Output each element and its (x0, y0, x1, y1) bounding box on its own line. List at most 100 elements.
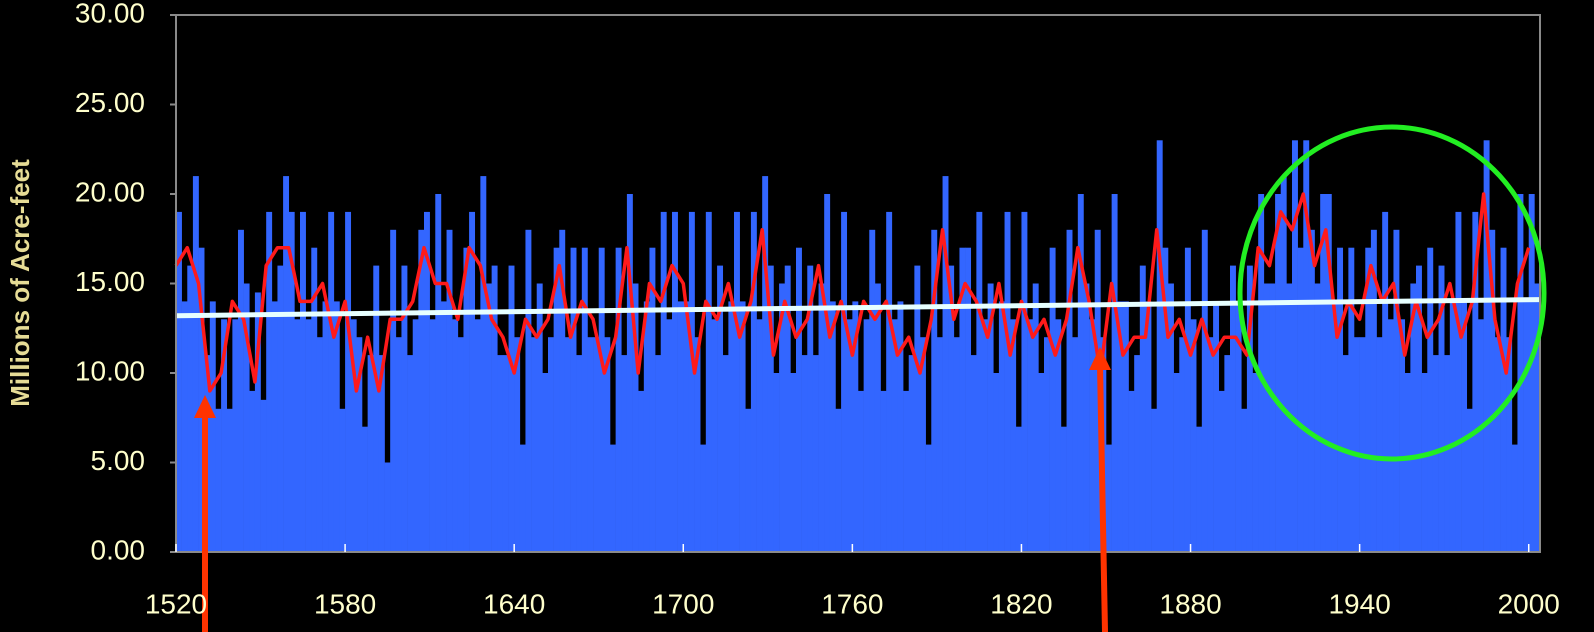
bar (745, 408, 752, 552)
bar (407, 355, 414, 552)
bar (181, 301, 188, 552)
bar (610, 444, 616, 552)
bar (1483, 140, 1490, 553)
bar (1066, 229, 1073, 553)
bar (722, 355, 729, 552)
bar (1382, 211, 1389, 552)
bar (1370, 229, 1377, 553)
bar (621, 355, 628, 552)
bar (587, 337, 594, 552)
bar (886, 211, 893, 552)
bar (1134, 355, 1141, 552)
bar (1489, 229, 1496, 553)
bar (559, 229, 566, 553)
bar (254, 292, 261, 552)
bar (1331, 301, 1338, 552)
x-tick-label: 1580 (314, 588, 376, 619)
bar (672, 211, 678, 552)
bar (176, 211, 182, 552)
y-tick-label: 30.00 (75, 0, 145, 28)
bar (373, 265, 380, 552)
bar (497, 355, 504, 552)
bar (1055, 319, 1062, 552)
bar (480, 176, 487, 552)
bar (812, 355, 819, 552)
highlight-circle (1237, 124, 1547, 462)
bar (209, 301, 216, 552)
bar (378, 355, 385, 552)
bar (936, 337, 943, 552)
bar (226, 408, 233, 552)
bar (796, 247, 802, 552)
bar (1213, 301, 1220, 552)
bar (660, 211, 667, 552)
bar (948, 265, 955, 552)
bar (356, 337, 363, 552)
bar (249, 390, 256, 552)
bar (418, 229, 425, 553)
bar (1365, 247, 1372, 552)
y-tick-label: 0.00 (91, 534, 146, 565)
bar (395, 337, 402, 552)
bar (548, 337, 554, 552)
bar (1421, 373, 1428, 552)
bar (959, 247, 966, 552)
bar (965, 247, 972, 552)
y-tick-label: 25.00 (75, 87, 145, 118)
bar (1111, 194, 1118, 552)
bar (1196, 426, 1203, 552)
bar (1466, 408, 1473, 552)
bar (424, 211, 430, 552)
bar (221, 319, 228, 552)
bar (863, 319, 870, 552)
bar (953, 337, 960, 552)
bar (1122, 301, 1129, 552)
bar (514, 337, 521, 552)
bar (1280, 176, 1287, 552)
bar (993, 373, 1000, 552)
bar (734, 211, 740, 552)
bar (739, 301, 746, 552)
bar (643, 301, 650, 552)
bar (1472, 211, 1479, 552)
bar (1010, 319, 1017, 552)
x-tick-label: 1760 (821, 588, 883, 619)
bar (486, 283, 492, 552)
bar (1438, 265, 1445, 552)
bar (750, 211, 757, 552)
bar (1168, 283, 1174, 552)
bar (818, 283, 825, 552)
bar (322, 301, 329, 552)
bar (773, 373, 780, 552)
bar (1015, 426, 1022, 552)
bar (446, 229, 453, 553)
bar (914, 265, 921, 552)
bar (1184, 247, 1191, 552)
bar (390, 229, 397, 553)
bar (277, 265, 284, 552)
bar (1416, 265, 1422, 552)
bar (1393, 229, 1400, 553)
bar (1404, 373, 1411, 552)
bar (215, 408, 222, 552)
bar (384, 462, 391, 552)
bar (700, 444, 707, 552)
bar (880, 390, 887, 552)
bar (1478, 319, 1484, 552)
bar (1179, 337, 1186, 552)
bar (350, 319, 357, 552)
bar (1162, 247, 1169, 552)
bar (581, 247, 588, 552)
bar (1190, 319, 1197, 552)
bar (1083, 283, 1090, 552)
bar (1241, 408, 1248, 552)
bar (576, 355, 583, 552)
bar (1027, 319, 1034, 552)
x-tick-label: 1520 (145, 588, 207, 619)
y-axis-label: Millions of Acre-feet (5, 159, 35, 407)
bar (1269, 283, 1276, 552)
bar (982, 319, 988, 552)
bar (666, 319, 673, 552)
bar (728, 301, 735, 552)
arrow-head (1089, 347, 1111, 370)
